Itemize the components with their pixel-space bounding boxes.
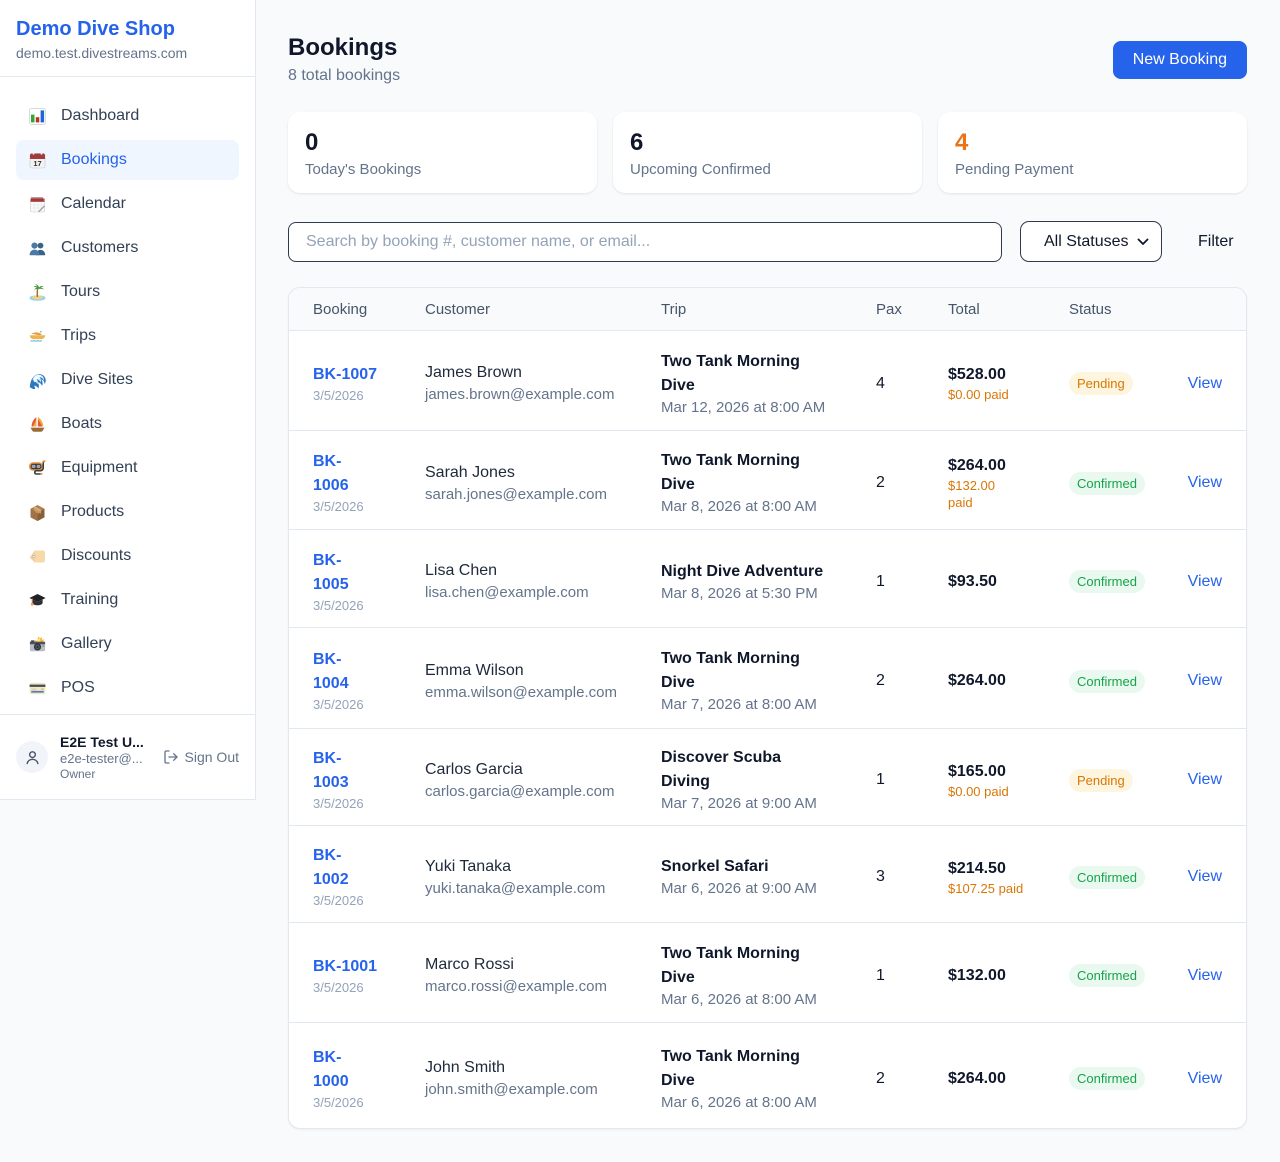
svg-text:17: 17 <box>33 158 41 167</box>
